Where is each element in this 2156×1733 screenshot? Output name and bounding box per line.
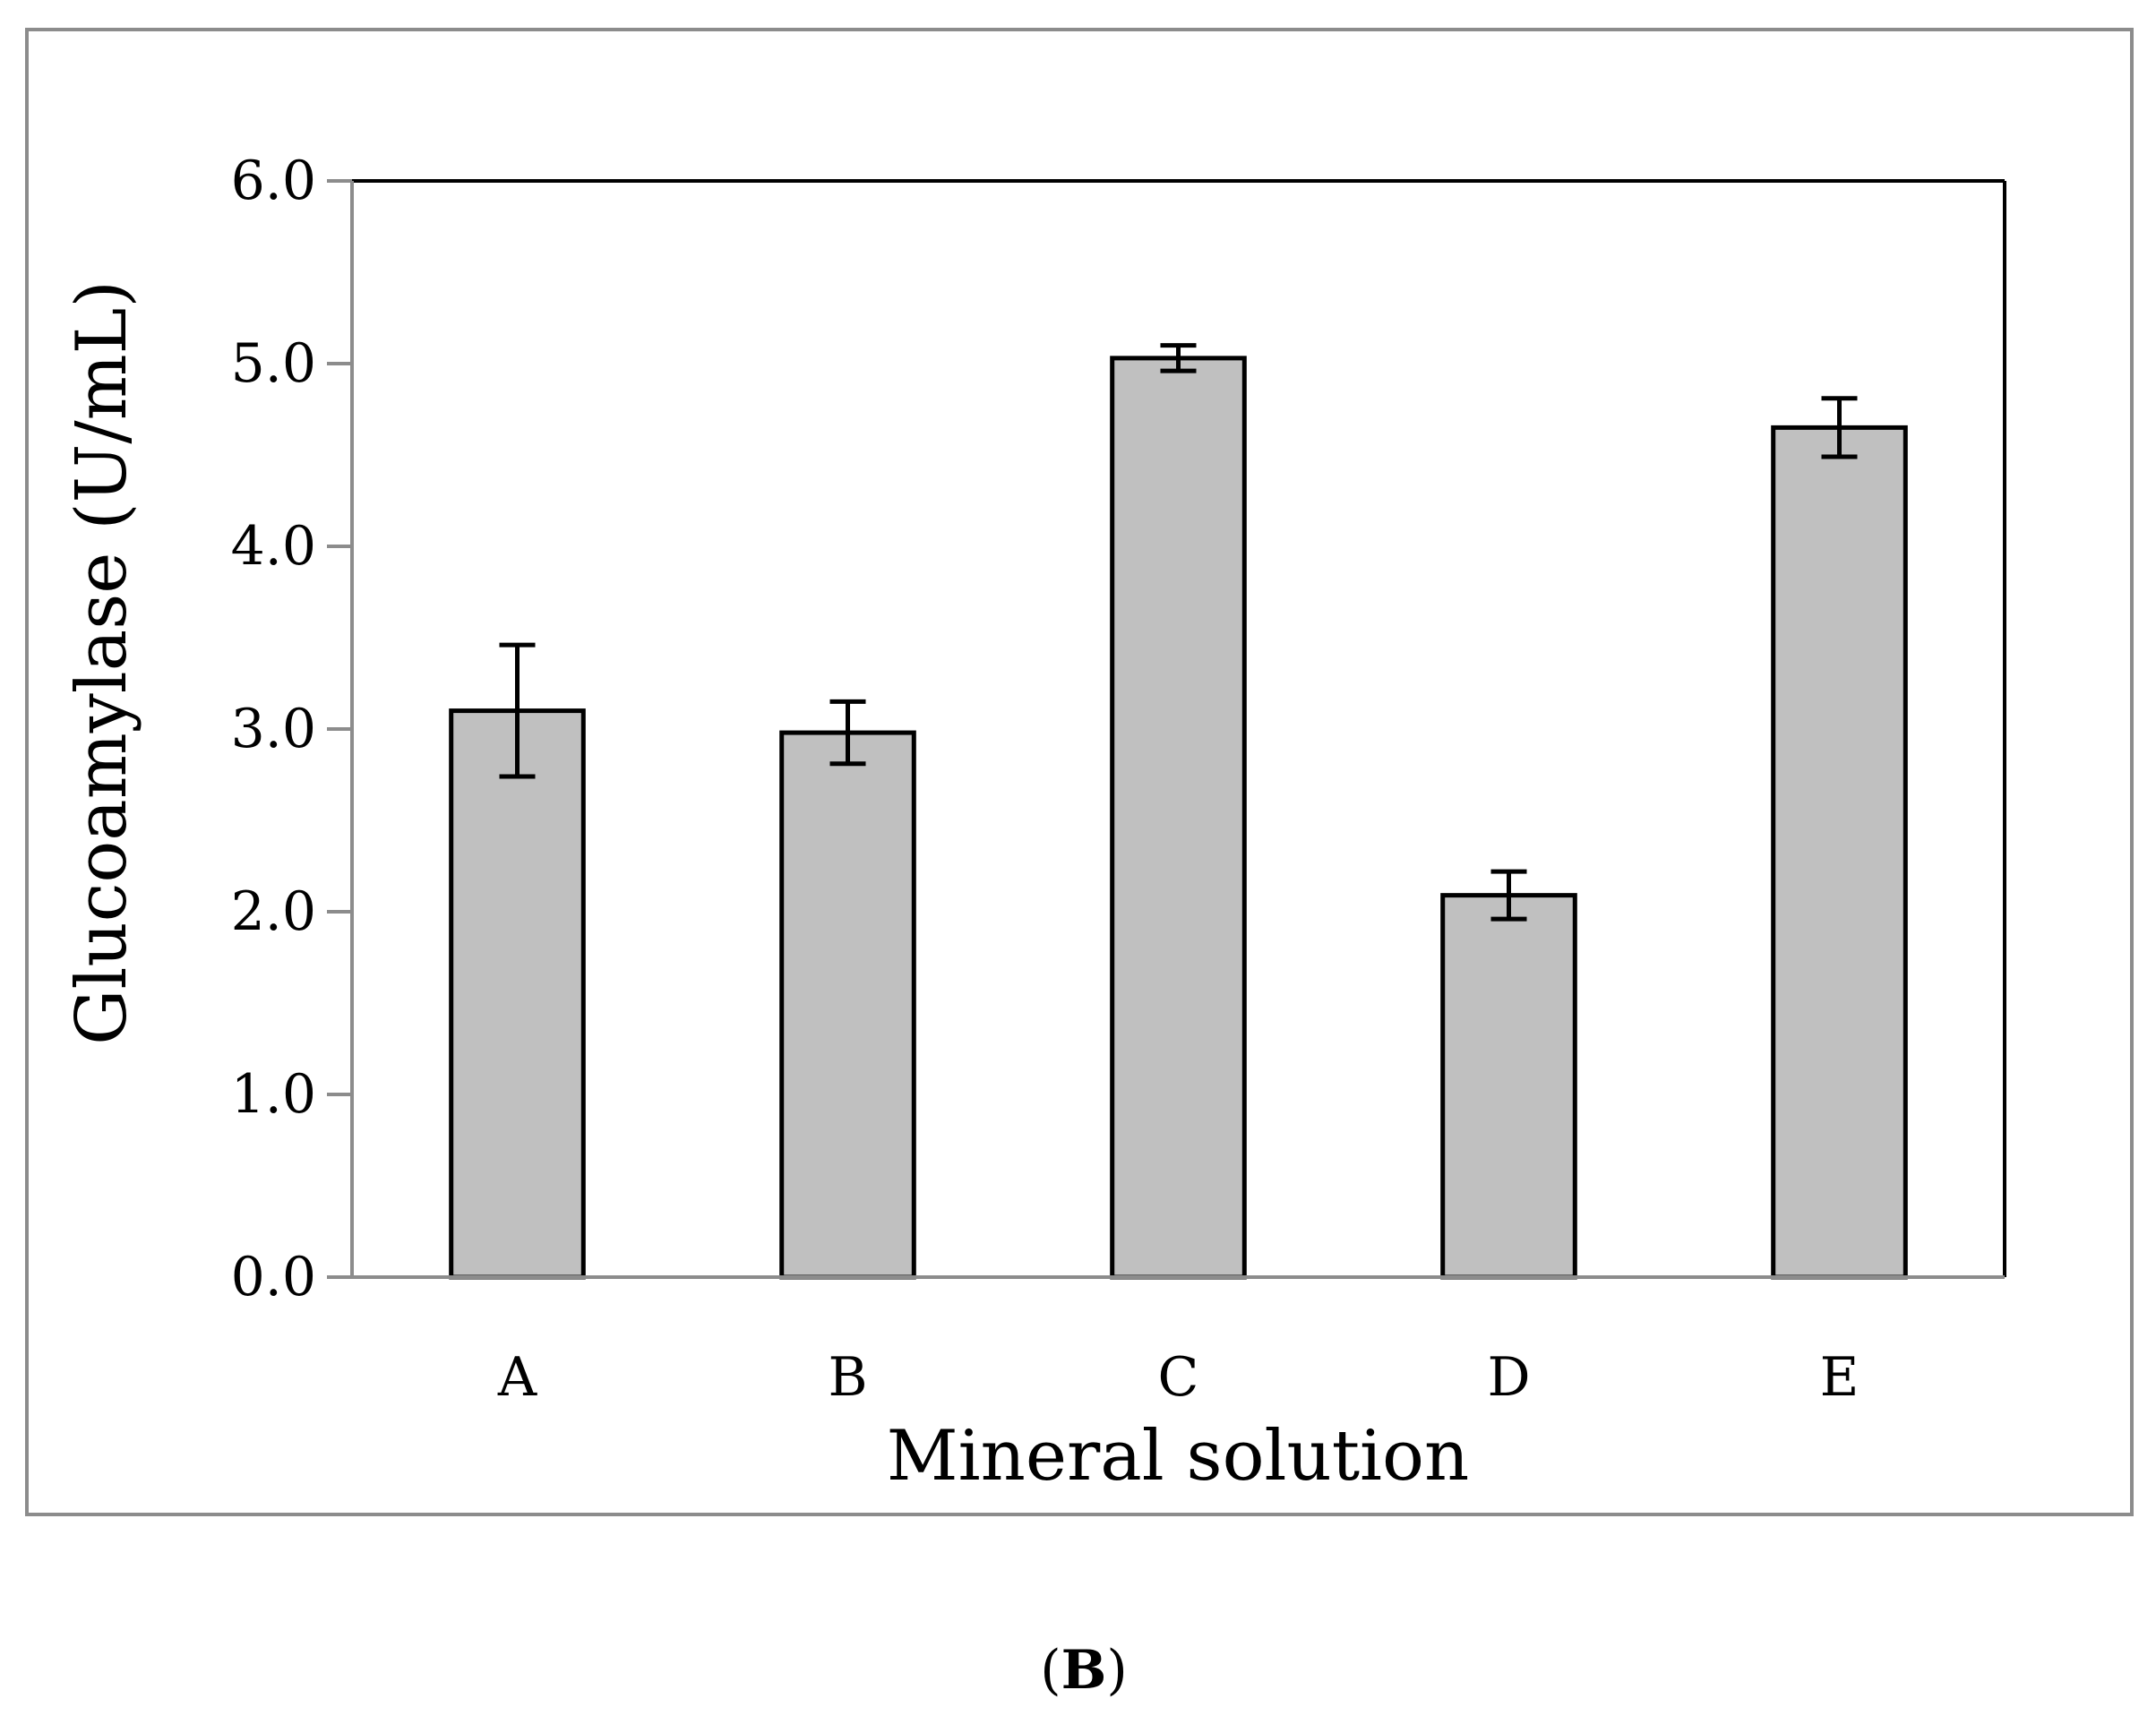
bar-B [779,730,916,1280]
x-tick-label: E [1820,1346,1860,1409]
y-tick-label: 0.0 [231,1246,316,1308]
y-ticks: 0.0 1.0 2.0 3.0 4.0 5.0 6.0 [231,150,352,1308]
y-tick-label: 1.0 [231,1063,316,1126]
y-axis-title: Glucoamylase (U/mL) [62,280,142,1045]
panel-label: (B) [1040,1639,1128,1702]
x-tick-label: C [1158,1346,1199,1409]
y-tick-label: 3.0 [231,698,316,760]
y-tick-label: 4.0 [231,515,316,578]
x-axis-title: Mineral solution [887,1416,1469,1497]
bar-E [1771,425,1908,1280]
y-tick-label: 5.0 [231,332,316,395]
y-tick-label: 6.0 [231,150,316,212]
x-tick-label: A [497,1346,537,1409]
bar-D [1440,893,1577,1280]
panel-label-letter: B [1061,1639,1107,1702]
error-bars [499,343,1858,922]
bar-A [449,708,586,1280]
panel-label-close: ) [1106,1639,1127,1702]
bars [449,356,1908,1280]
x-tick-label: B [828,1346,867,1409]
bar-C [1110,356,1247,1280]
y-tick-label: 2.0 [231,880,316,943]
panel-label-open: ( [1040,1639,1061,1702]
x-ticks: A B C D E [497,1346,1860,1409]
x-tick-label: D [1487,1346,1530,1409]
